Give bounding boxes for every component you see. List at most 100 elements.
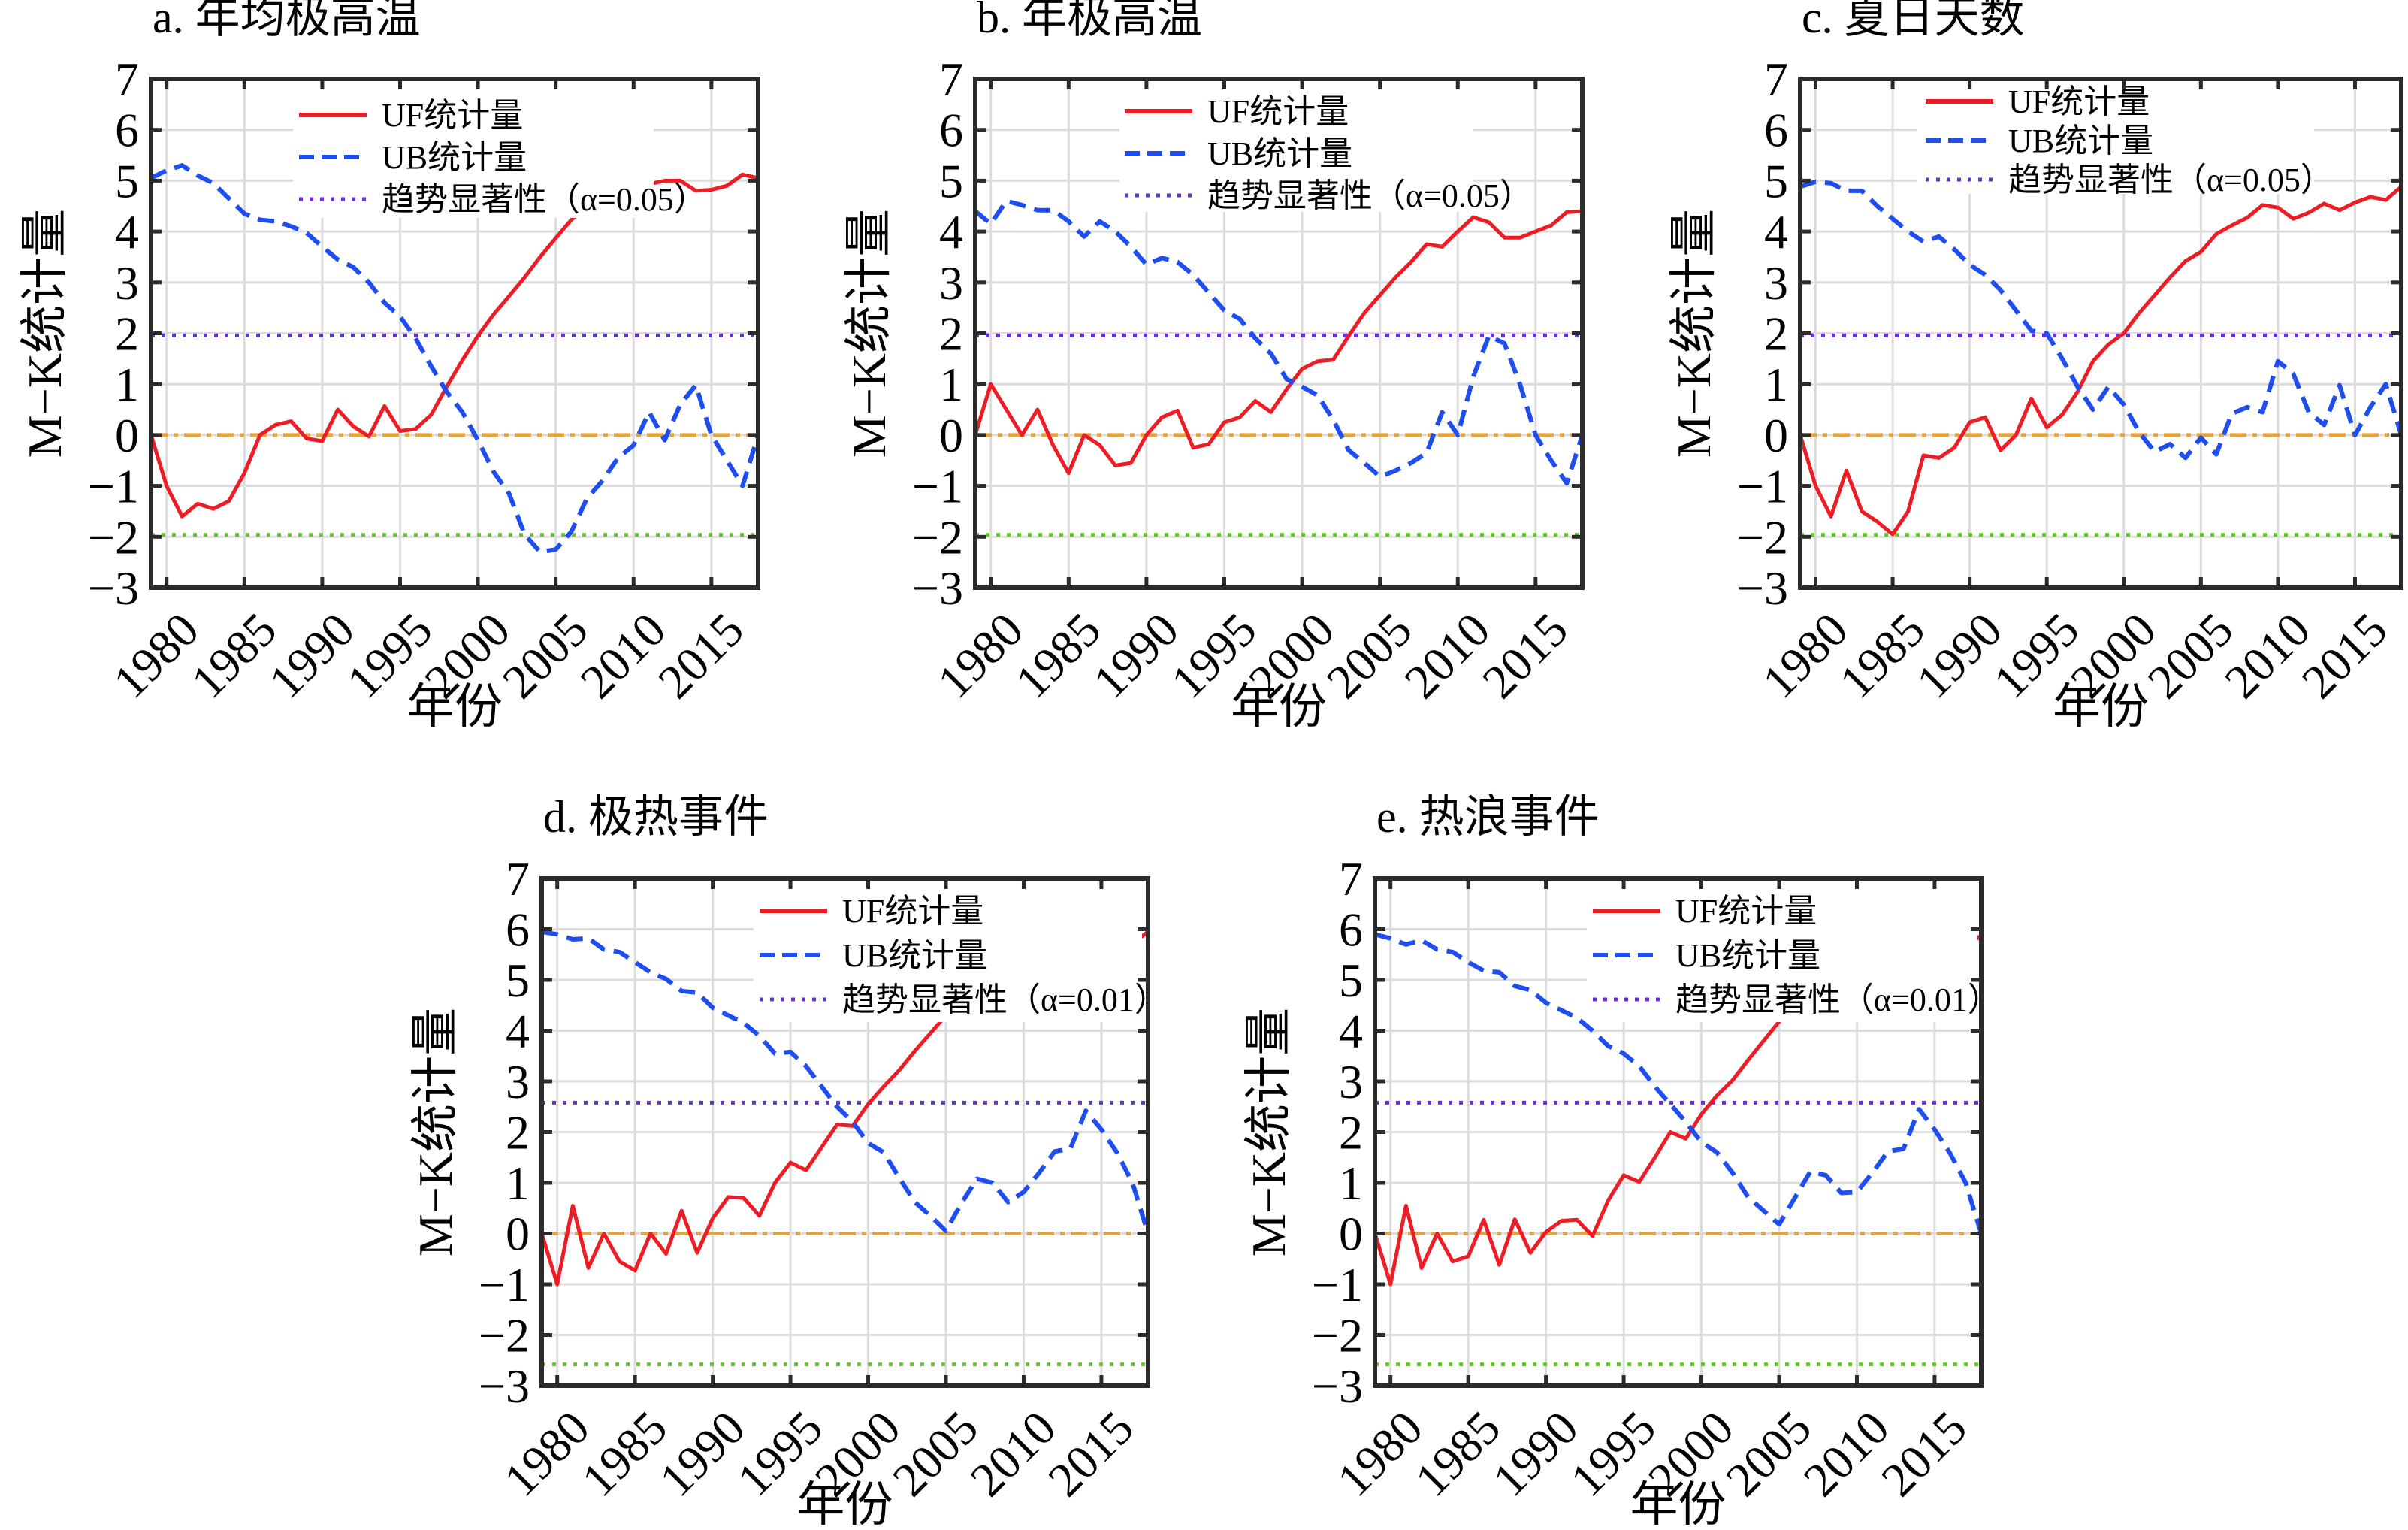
- legend-uf-label: UF统计量: [382, 97, 523, 134]
- y-tick-label: 5: [115, 154, 139, 207]
- x-axis-label: 年份: [797, 1478, 893, 1530]
- y-tick-label: 6: [506, 903, 530, 957]
- legend-uf-label: UF统计量: [842, 893, 983, 930]
- y-tick-label: 6: [939, 104, 963, 157]
- y-tick-label: 5: [506, 954, 530, 1007]
- x-tick-label: 1990: [1906, 603, 2012, 709]
- ub-series: [150, 163, 760, 555]
- y-tick-label: −2: [88, 510, 139, 564]
- panel-a: a. 年均极高温UF统计量UB统计量趋势显著性（α=0.05）−3−2−1012…: [18, 0, 760, 733]
- y-tick-label: −1: [479, 1258, 530, 1311]
- ub-series: [1799, 179, 2403, 461]
- y-tick-label: 1: [1339, 1157, 1363, 1210]
- y-tick-label: 3: [1764, 256, 1788, 310]
- x-tick-label: 1985: [1829, 603, 1935, 709]
- x-tick-label: 1985: [1005, 603, 1111, 709]
- ticks: [151, 77, 758, 590]
- x-tick-label: 2010: [2214, 603, 2320, 709]
- uf-line: [149, 172, 759, 519]
- x-tick-label: 2005: [1316, 603, 1422, 709]
- y-tick-label: 7: [1339, 852, 1363, 906]
- legend-significance: 趋势显著性（α=0.05）: [1125, 177, 1533, 214]
- legend-ub-label: UB统计量: [1675, 937, 1820, 974]
- legend-uf: UF统计量: [1125, 93, 1349, 130]
- x-tick-label: 2010: [1394, 603, 1500, 709]
- chart-title: a. 年均极高温: [153, 0, 421, 42]
- x-tick-label: 1990: [1083, 603, 1189, 709]
- x-tick-label: 2015: [2292, 603, 2397, 709]
- y-tick-label: 0: [1339, 1208, 1363, 1261]
- x-tick-label: 1985: [572, 1401, 678, 1507]
- legend-ub-label: UB统计量: [2008, 122, 2153, 159]
- ub-line: [1374, 932, 1984, 1235]
- ub-series: [541, 929, 1150, 1235]
- legend-box: [1917, 77, 2314, 194]
- x-tick-label: 2015: [1472, 603, 1578, 709]
- x-axis-label: 年份: [2053, 680, 2149, 733]
- legend-ub: UB统计量: [760, 937, 987, 974]
- legend-uf: UF统计量: [760, 893, 983, 930]
- y-tick-label: 4: [115, 205, 139, 259]
- x-tick-label: 1990: [1482, 1401, 1588, 1507]
- y-tick-label: −1: [1312, 1258, 1363, 1311]
- uf-line: [973, 209, 1583, 476]
- legend-uf: UF统计量: [299, 97, 523, 134]
- x-tick-label: 1980: [1327, 1401, 1433, 1507]
- legend-ub: UB统计量: [1593, 937, 1820, 974]
- legend-ub-label: UB统计量: [842, 937, 987, 974]
- x-axis-label: 年份: [406, 680, 503, 733]
- chart-title: b. 年极高温: [977, 0, 1202, 42]
- y-tick-label: −2: [1312, 1309, 1363, 1362]
- y-tick-label: 5: [1764, 154, 1788, 207]
- y-tick-label: 2: [939, 307, 963, 361]
- legend-ub-label: UB统计量: [382, 139, 527, 176]
- y-tick-label: 1: [1764, 358, 1788, 411]
- y-axis-label: M−K统计量: [18, 209, 71, 458]
- ticks: [1375, 876, 1981, 1388]
- chart-title: d. 极热事件: [543, 792, 769, 842]
- legend-significance-label: 趋势显著性（α=0.01）: [1675, 981, 2001, 1018]
- legend-significance-label: 趋势显著性（α=0.01）: [842, 981, 1168, 1018]
- y-tick-label: 1: [115, 358, 139, 411]
- y-tick-label: 7: [115, 53, 139, 106]
- legend-uf: UF统计量: [1926, 83, 2150, 120]
- legend-ub: UB统计量: [1125, 135, 1352, 172]
- ub-series: [1374, 932, 1984, 1235]
- y-tick-label: 6: [1339, 903, 1363, 957]
- x-tick-label: 2005: [492, 603, 598, 709]
- y-tick-label: 1: [939, 358, 963, 411]
- x-tick-label: 2015: [648, 603, 754, 709]
- y-tick-label: 3: [1339, 1055, 1363, 1108]
- ub-series: [974, 198, 1585, 486]
- uf-series: [973, 209, 1583, 476]
- legend-significance-label: 趋势显著性（α=0.05）: [2008, 162, 2334, 198]
- y-tick-label: 4: [1764, 205, 1788, 259]
- legend-uf: UF统计量: [1593, 893, 1817, 930]
- x-tick-label: 1980: [927, 603, 1033, 709]
- y-tick-label: 2: [1764, 307, 1788, 361]
- x-tick-label: 2005: [1715, 1401, 1821, 1507]
- y-axis-label: M−K统计量: [1667, 209, 1721, 458]
- y-tick-label: 4: [506, 1005, 530, 1058]
- legend-significance: 趋势显著性（α=0.01）: [1593, 981, 2001, 1018]
- ub-line: [541, 929, 1150, 1235]
- x-axis-label: 年份: [1231, 680, 1327, 733]
- y-tick-label: 7: [506, 852, 530, 906]
- y-tick-label: −3: [479, 1359, 530, 1413]
- y-tick-label: 5: [1339, 954, 1363, 1007]
- ub-line: [974, 198, 1585, 486]
- y-axis-label: M−K统计量: [1242, 1008, 1295, 1256]
- y-tick-label: 5: [939, 154, 963, 207]
- y-tick-label: 6: [115, 104, 139, 157]
- ub-line: [150, 163, 760, 555]
- y-tick-label: 0: [939, 409, 963, 462]
- x-tick-label: 1980: [494, 1401, 600, 1507]
- y-tick-label: 3: [506, 1055, 530, 1108]
- y-tick-label: 2: [1339, 1106, 1363, 1160]
